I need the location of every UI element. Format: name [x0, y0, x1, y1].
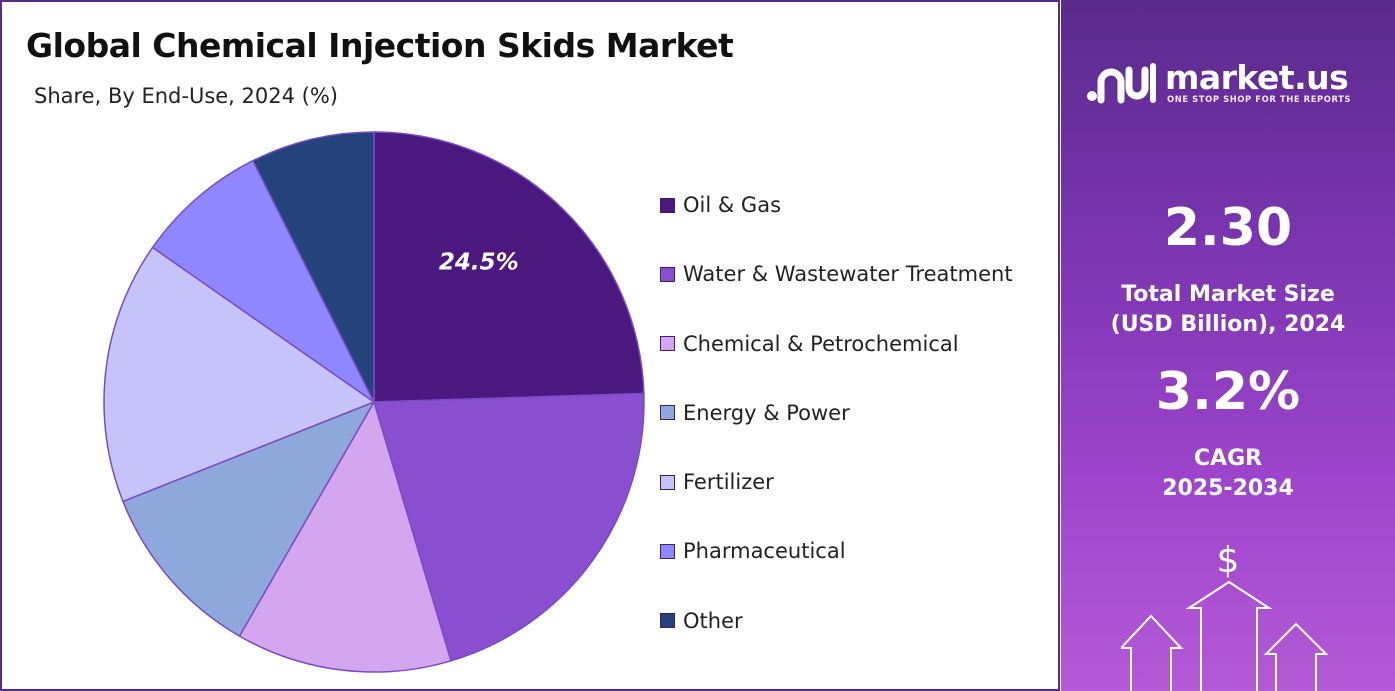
pie-slice-other [251, 131, 375, 403]
legend-swatch [660, 197, 675, 213]
cagr-label: CAGR [1193, 446, 1263, 471]
pie-slice-energy-power [121, 400, 376, 638]
growth-arrows-icon [1121, 580, 1329, 691]
cagr-period: 2025-2034 [1162, 476, 1294, 501]
market-size-label-line1: Total Market Size [1121, 282, 1335, 307]
pie-slice-oil-gas [373, 131, 645, 403]
pie-chart: 24.5% [103, 131, 645, 673]
legend-item: Pharmaceutical [660, 534, 1013, 568]
legend-label: Water & Wastewater Treatment [683, 262, 1013, 287]
legend-item: Other [660, 604, 1013, 638]
legend-label: Pharmaceutical [683, 539, 846, 564]
legend-swatch [660, 266, 675, 282]
legend-label: Chemical & Petrochemical [683, 331, 959, 356]
legend-label: Other [683, 608, 743, 633]
market-us-logo-icon [1087, 63, 1156, 104]
market-size-value: 2.30 [1163, 198, 1293, 258]
cagr-value: 3.2% [1155, 362, 1301, 422]
legend-item: Water & Wastewater Treatment [660, 257, 1013, 291]
legend-swatch [660, 543, 675, 559]
legend-item: Chemical & Petrochemical [660, 327, 1013, 361]
legend-item: Energy & Power [660, 396, 1013, 430]
brand-logo: market.us ONE STOP SHOP FOR THE REPORTS [1085, 58, 1375, 108]
market-size-label-line2: (USD Billion), 2024 [1110, 312, 1346, 337]
legend-swatch [660, 405, 675, 421]
pie-slice-water-wastewater-treatment [373, 392, 645, 662]
legend-item: Fertilizer [660, 465, 1013, 499]
legend-swatch [660, 474, 675, 490]
logo-text: market.us [1165, 58, 1349, 97]
legend-label: Fertilizer [683, 470, 774, 495]
slice-data-label: 24.5% [439, 250, 519, 276]
summary-sidebar: market.us ONE STOP SHOP FOR THE REPORTS … [1061, 0, 1395, 691]
dollar-icon: $ [1216, 540, 1240, 581]
chart-legend: Oil & Gas Water & Wastewater Treatment Che… [660, 188, 1013, 673]
legend-item: Oil & Gas [660, 188, 1013, 222]
chart-panel: Global Chemical Injection Skids Market S… [0, 0, 1060, 691]
chart-subtitle: Share, By End-Use, 2024 (%) [34, 84, 338, 108]
legend-label: Oil & Gas [683, 193, 782, 217]
pie-slice-chemical-petrochemical [238, 400, 452, 673]
legend-swatch [660, 613, 675, 629]
chart-title: Global Chemical Injection Skids Market [26, 26, 734, 65]
pie-slice-pharmaceutical [151, 159, 375, 403]
pie-slice-fertilizer [103, 246, 376, 503]
logo-tagline: ONE STOP SHOP FOR THE REPORTS [1167, 94, 1352, 104]
legend-label: Energy & Power [683, 400, 850, 425]
legend-swatch [660, 336, 675, 352]
